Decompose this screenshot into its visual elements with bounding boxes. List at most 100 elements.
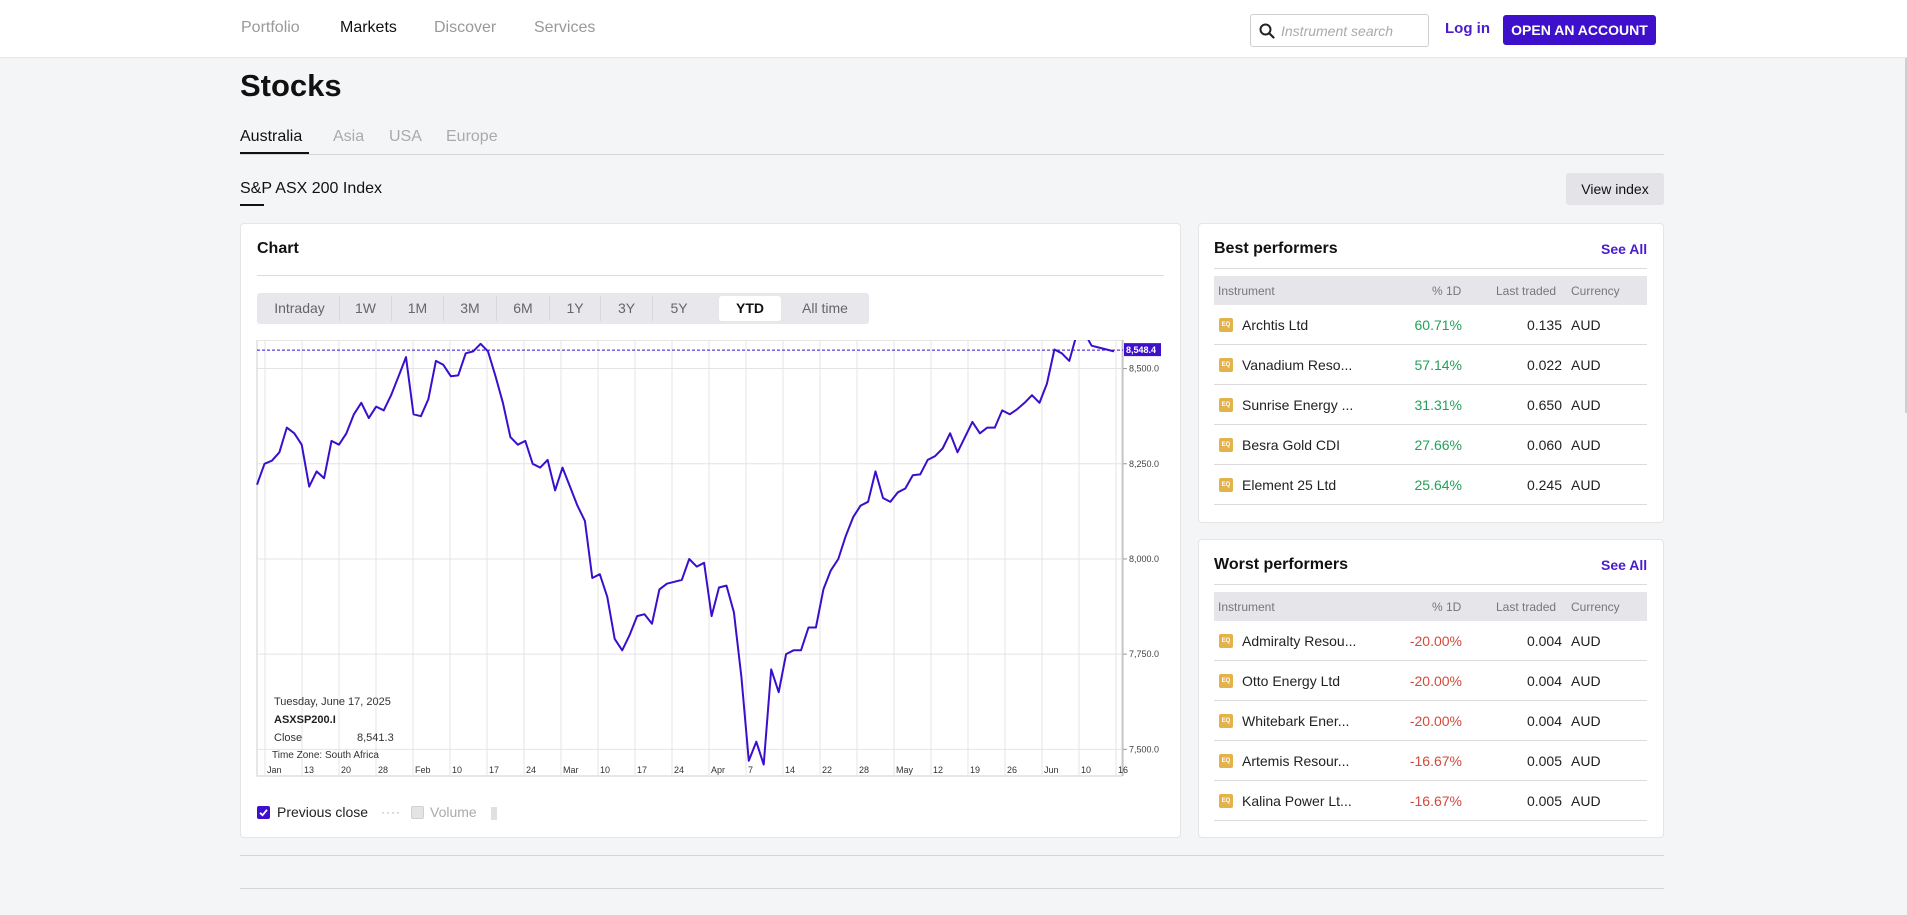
range-3y[interactable]: 3Y — [601, 296, 653, 321]
nav-discover[interactable]: Discover — [434, 19, 497, 36]
equity-badge-icon: EQ — [1219, 478, 1233, 492]
col-pct: % 1D — [1432, 284, 1462, 298]
plot-area — [256, 340, 1123, 777]
col-currency: Currency — [1571, 284, 1620, 298]
open-account-button[interactable]: OPEN AN ACCOUNT — [1503, 15, 1656, 45]
currency: AUD — [1571, 357, 1601, 373]
last-traded: 0.022 — [1526, 357, 1562, 373]
nav-markets[interactable]: Markets — [340, 19, 397, 36]
previous-close-value: 8,548.4 — [1126, 345, 1156, 355]
instrument-search[interactable] — [1250, 14, 1429, 47]
col-instrument: Instrument — [1218, 600, 1275, 614]
range-ytd[interactable]: YTD — [719, 296, 781, 321]
table-row[interactable]: EQ Kalina Power Lt... -16.67% 0.005 AUD — [1214, 781, 1647, 821]
tab-australia[interactable]: Australia — [240, 128, 303, 145]
worst-see-all-link[interactable]: See All — [1601, 557, 1648, 573]
x-tick-label: May — [896, 765, 914, 775]
section-divider — [240, 855, 1664, 856]
equity-badge-icon: EQ — [1219, 794, 1233, 808]
instrument-name[interactable]: Element 25 Ltd — [1242, 477, 1337, 493]
range-selector: Intraday 1W 1M 3M 6M 1Y 3Y 5Y YTD All ti… — [257, 293, 869, 324]
table-row[interactable]: EQ Archtis Ltd 60.71% 0.135 AUD — [1214, 305, 1647, 345]
range-1y[interactable]: 1Y — [550, 296, 601, 321]
last-traded: 0.650 — [1526, 397, 1562, 413]
range-all-time[interactable]: All time — [802, 300, 848, 316]
y-tick-label: 8,000.0 — [1129, 554, 1159, 564]
currency: AUD — [1571, 753, 1601, 769]
pct-change: 31.31% — [1414, 397, 1462, 413]
instrument-name[interactable]: Sunrise Energy ... — [1242, 397, 1354, 413]
last-traded: 0.245 — [1526, 477, 1562, 493]
nav-portfolio[interactable]: Portfolio — [241, 19, 300, 36]
currency: AUD — [1571, 317, 1601, 333]
table-row[interactable]: EQ Admiralty Resou... -20.00% 0.004 AUD — [1214, 621, 1647, 661]
table-row[interactable]: EQ Artemis Resour... -16.67% 0.005 AUD — [1214, 741, 1647, 781]
worst-performers-card — [1198, 539, 1664, 838]
table-row[interactable]: EQ Sunrise Energy ... 31.31% 0.650 AUD — [1214, 385, 1647, 425]
equity-badge-icon: EQ — [1219, 318, 1233, 332]
tooltip-close-label: Close — [274, 732, 303, 744]
x-tick-label: Mar — [563, 765, 579, 775]
x-tick-label: Jun — [1044, 765, 1059, 775]
volume-checkbox[interactable] — [411, 806, 424, 819]
table-row[interactable]: EQ Otto Energy Ltd -20.00% 0.004 AUD — [1214, 661, 1647, 701]
view-index-button[interactable]: View index — [1566, 173, 1664, 205]
search-input[interactable] — [1281, 22, 1421, 40]
instrument-name[interactable]: Archtis Ltd — [1242, 317, 1309, 333]
instrument-name[interactable]: Otto Energy Ltd — [1242, 673, 1341, 689]
login-link[interactable]: Log in — [1445, 20, 1490, 37]
y-tick-label: 8,250.0 — [1129, 459, 1159, 469]
top-nav: Portfolio Markets Discover Services Log … — [0, 0, 1907, 58]
tab-asia[interactable]: Asia — [333, 128, 365, 145]
page-title: Stocks — [240, 68, 342, 103]
best-see-all-link[interactable]: See All — [1601, 241, 1648, 257]
instrument-name[interactable]: Vanadium Reso... — [1242, 357, 1353, 373]
instrument-name[interactable]: Artemis Resour... — [1242, 753, 1350, 769]
table-row[interactable]: EQ Vanadium Reso... 57.14% 0.022 AUD — [1214, 345, 1647, 385]
tooltip-symbol: ASXSP200.I — [274, 714, 336, 726]
range-1w[interactable]: 1W — [340, 296, 392, 321]
tab-europe[interactable]: Europe — [446, 128, 498, 145]
last-traded: 0.004 — [1526, 713, 1562, 729]
x-tick-label: 13 — [304, 765, 314, 775]
chart-card-divider — [257, 275, 1164, 276]
volume-label[interactable]: Volume — [430, 804, 477, 820]
nav-services[interactable]: Services — [534, 19, 596, 36]
previous-close-label[interactable]: Previous close — [277, 804, 369, 820]
equity-badge-icon: EQ — [1219, 754, 1233, 768]
equity-badge-icon: EQ — [1219, 358, 1233, 372]
col-last: Last traded — [1496, 600, 1557, 614]
instrument-name[interactable]: Besra Gold CDI — [1242, 437, 1341, 453]
table-row[interactable]: EQ Besra Gold CDI 27.66% 0.060 AUD — [1214, 425, 1647, 465]
pct-change: 25.64% — [1414, 477, 1462, 493]
y-tick-label: 7,500.0 — [1129, 744, 1159, 754]
table-row[interactable]: EQ Whitebark Ener... -20.00% 0.004 AUD — [1214, 701, 1647, 741]
x-tick-label: 26 — [1007, 765, 1017, 775]
last-traded: 0.004 — [1526, 673, 1562, 689]
range-6m[interactable]: 6M — [497, 296, 550, 321]
index-line-chart[interactable]: 8,500.0 8,250.0 8,000.0 7,750.0 7,500.0 Jan 13… — [256, 340, 1164, 778]
x-tick-label: 24 — [674, 765, 684, 775]
instrument-name[interactable]: Kalina Power Lt... — [1242, 793, 1352, 809]
range-1m[interactable]: 1M — [392, 296, 444, 321]
currency: AUD — [1571, 437, 1601, 453]
range-3m[interactable]: 3M — [444, 296, 497, 321]
x-tick-label: 19 — [970, 765, 980, 775]
table-row[interactable]: EQ Element 25 Ltd 25.64% 0.245 AUD — [1214, 465, 1647, 505]
scrollbar[interactable] — [1905, 58, 1907, 413]
tab-usa[interactable]: USA — [389, 128, 422, 145]
x-tick-label: Feb — [415, 765, 431, 775]
equity-badge-icon: EQ — [1219, 634, 1233, 648]
range-5y[interactable]: 5Y — [670, 300, 688, 316]
pct-change: -20.00% — [1409, 673, 1462, 689]
instrument-name[interactable]: Whitebark Ener... — [1242, 713, 1350, 729]
x-tick-label: 17 — [489, 765, 499, 775]
col-last: Last traded — [1496, 284, 1557, 298]
instrument-name[interactable]: Admiralty Resou... — [1242, 633, 1357, 649]
previous-close-checkbox[interactable] — [257, 806, 270, 819]
tooltip-date: Tuesday, June 17, 2025 — [274, 696, 391, 708]
index-title: S&P ASX 200 Index — [240, 180, 383, 197]
last-traded: 0.004 — [1526, 633, 1562, 649]
x-tick-label: 22 — [822, 765, 832, 775]
range-intraday[interactable]: Intraday — [260, 296, 340, 321]
